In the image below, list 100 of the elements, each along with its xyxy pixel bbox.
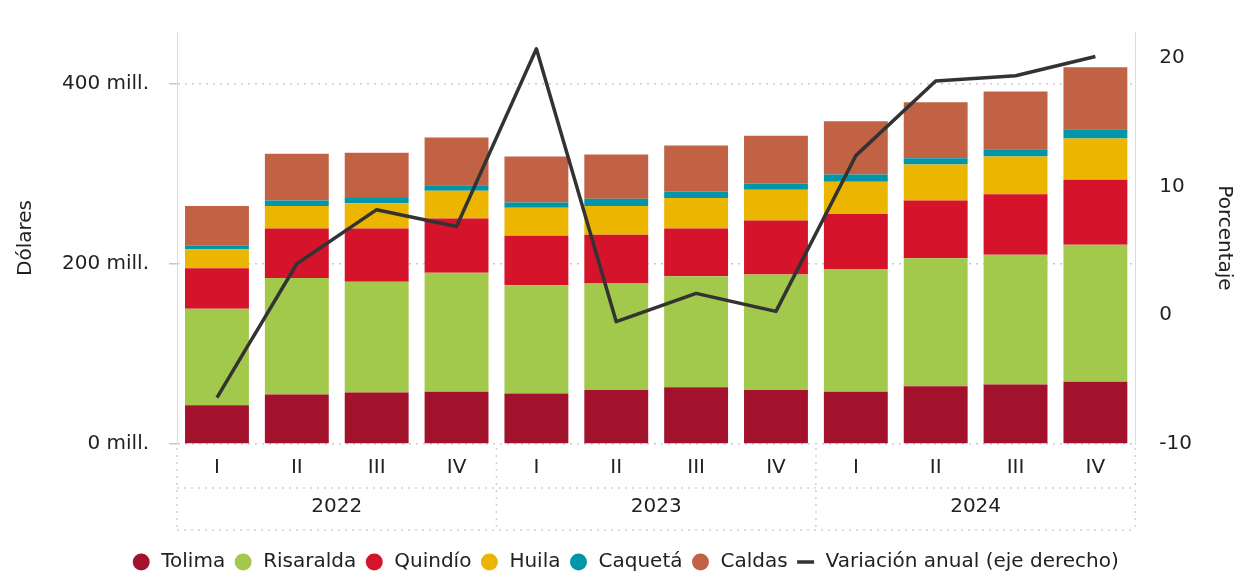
bar [185,405,249,444]
bar [903,386,968,444]
bar [504,285,569,394]
bar [584,198,649,206]
bar [264,228,329,279]
bar [264,394,329,444]
x-tick-label: III [687,454,705,479]
bar [424,391,489,444]
y2-tick-label: -10 [1159,430,1193,455]
x-tick-label: II [610,454,623,479]
bar [903,158,968,165]
legend-label: Tolima [160,548,226,573]
legend-label: Caquetá [598,548,683,573]
bar [584,283,649,390]
bar [504,393,569,444]
bar [424,218,489,273]
bar [823,214,888,270]
y-axis-title: Dólares [12,200,37,276]
bar [344,392,409,444]
y2-tick-label: 10 [1159,172,1185,197]
text: 2022 [311,493,363,518]
bar [983,156,1048,195]
legend-label: Quindío [394,548,472,573]
y-tick-label: 400 mill. [61,69,150,94]
bar [185,308,249,406]
bar [185,206,249,246]
legend-label: Huila [509,548,561,573]
bar [1063,129,1128,139]
x-tick-label: III [367,454,386,479]
bar [185,249,249,269]
bar [983,194,1048,255]
bar [664,197,729,229]
bar [983,149,1048,157]
x-tick-label: I [533,454,540,479]
text: 2024 [950,493,1002,518]
bar [504,202,569,208]
bar [903,164,968,201]
bar [823,269,888,392]
legend-label: Risaralda [263,548,357,573]
bar [983,384,1048,444]
bar [744,274,808,390]
x-tick-label: III [1006,454,1025,479]
bar [264,153,329,201]
bar [1063,179,1128,245]
bar [504,235,569,286]
bar [1063,381,1128,444]
bar [983,91,1048,150]
legend-label: Caldas [720,548,788,573]
x-tick-label: II [290,454,303,479]
bar [344,281,409,393]
bar [344,152,409,198]
bar [584,206,649,235]
bar [1063,244,1128,382]
x-tick-label: I [214,454,220,479]
bar [1063,138,1128,180]
text: 2023 [630,493,682,518]
bar [664,387,729,444]
bar [823,174,888,182]
bar [584,234,649,284]
bar [424,272,489,392]
bar [744,189,808,221]
bar [424,137,489,186]
bar [903,102,968,159]
bar [983,254,1048,385]
bar [744,183,808,190]
bar [664,228,729,277]
bar [264,206,329,229]
bar [504,156,569,203]
y-tick-label: 0 mill. [87,430,150,455]
bar [823,391,888,444]
bar [664,276,729,388]
bar [264,200,329,206]
bar [744,135,808,184]
y2-axis-title: Porcentaje [1213,185,1238,291]
bar [424,185,489,191]
x-tick-label: II [929,454,942,479]
bar [664,191,729,198]
bar [744,220,808,275]
x-tick-label: IV [446,454,467,479]
x-tick-label: I [852,454,859,479]
y2-tick-label: 20 [1159,43,1185,68]
bar [344,197,409,204]
bar [823,121,888,175]
bar [185,268,249,309]
bar [1063,67,1128,130]
bar [744,389,808,444]
bar [584,154,649,199]
bar [664,145,729,192]
bar [823,181,888,215]
bar [504,207,569,236]
bar [424,190,489,219]
x-tick-label: IV [1085,454,1106,479]
bar [903,200,968,259]
legend-label: Variación anual (eje derecho) [825,548,1119,573]
bar [584,389,649,444]
y-tick-label: 200 mill. [61,249,150,274]
bar [903,258,968,387]
x-tick-label: IV [766,454,787,479]
bar [344,228,409,282]
y2-tick-label: 0 [1159,301,1173,326]
